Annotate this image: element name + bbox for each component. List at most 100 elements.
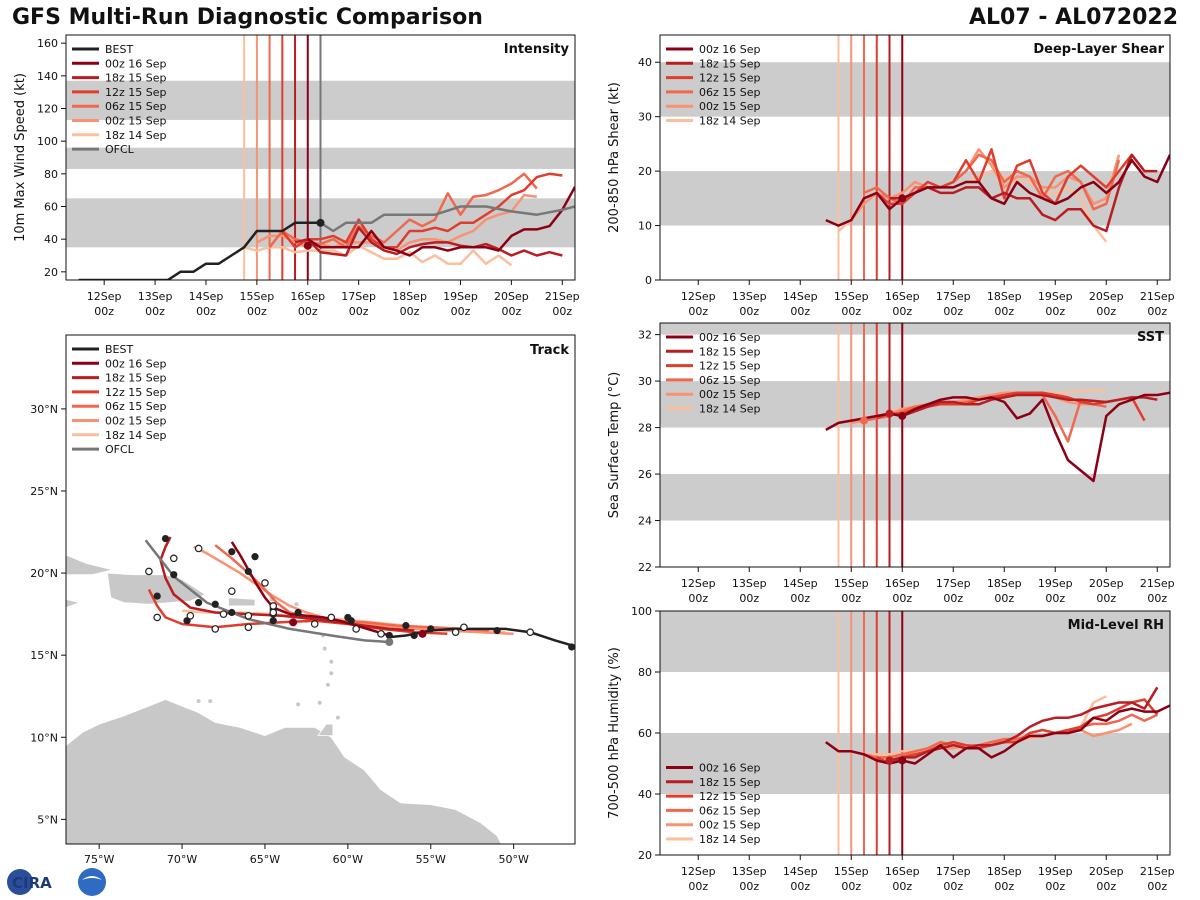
rh-xtick-label-date: 19Sep (1038, 865, 1073, 878)
sst-xtick-label-date: 15Sep (834, 577, 869, 590)
track-point-open (352, 625, 360, 633)
legend-label-ofcl: OFCL (105, 443, 135, 456)
legend-label-12z-15-sep: 12z 15 Sep (699, 360, 761, 373)
track-xtick-label: 70°W (167, 853, 197, 866)
intensity-xtick-label-date: 12Sep (87, 290, 122, 303)
rh-xtick-label-date: 15Sep (834, 865, 869, 878)
intensity-ytick-label: 80 (44, 168, 58, 181)
track-point-open (261, 579, 269, 587)
land-polygon (228, 597, 256, 607)
rh-ytick-label: 20 (638, 849, 652, 862)
shear-frame (659, 34, 1171, 281)
track-point-filled (568, 643, 575, 651)
land-polygon (317, 723, 334, 736)
legend-label-18z-15-sep: 18z 15 Sep (105, 372, 167, 385)
intensity-xtick-label-date: 20Sep (494, 290, 529, 303)
track-point-filled (493, 626, 501, 635)
sst-series-18z-15-sep (889, 393, 1158, 418)
sst-marker-00z-16-sep (898, 411, 907, 420)
shear-shade-band (660, 62, 1170, 117)
sst-xtick-label-date: 21Sep (1140, 577, 1175, 590)
track-point-open (145, 567, 153, 576)
legend-label-18z-15-sep: 18z 15 Sep (105, 72, 167, 85)
storm-id-title: AL07 - AL072022 (969, 5, 1178, 30)
rh-xtick-label-date: 21Sep (1140, 865, 1175, 878)
track-point-open (269, 602, 278, 610)
shear-xtick-label-date: 12Sep (681, 290, 716, 303)
shear-marker-00z-16-sep (898, 194, 907, 203)
track-point-open (451, 628, 460, 636)
shear-xtick-label-date: 13Sep (732, 290, 767, 303)
legend-label-00z-15-sep: 00z 15 Sep (699, 100, 761, 113)
intensity-xtick-label-date: 19Sep (443, 290, 478, 303)
track-point-filled (153, 592, 161, 600)
intensity-xtick-label-hour: 00z (247, 305, 267, 318)
rh-ylabel: 700-500 hPa Humidity (%) (607, 647, 622, 819)
track-panel-title: Track (530, 343, 569, 358)
rh-xtick-label-hour: 00z (943, 880, 963, 893)
rh-ytick-label: 100 (631, 605, 652, 618)
legend-label-00z-15-sep: 00z 15 Sep (699, 388, 761, 401)
shear-ytick-label: 30 (638, 111, 652, 124)
track-point-filled (347, 617, 355, 625)
shear-xtick-label-hour: 00z (1096, 305, 1116, 318)
legend-label-12z-15-sep: 12z 15 Sep (699, 790, 761, 803)
island-shape (294, 602, 299, 607)
track-point-filled (269, 617, 277, 625)
shear-xtick-label-date: 21Sep (1140, 290, 1175, 303)
rh-series-00z-16-sep (825, 704, 1170, 765)
legend-label-18z-15-sep: 18z 15 Sep (699, 57, 761, 70)
island-shape (208, 699, 213, 704)
intensity-marker-00z-16-sep (303, 241, 312, 250)
track-point-filled (427, 625, 435, 633)
rh-ytick-label: 80 (638, 666, 652, 679)
rh-ytick-label: 60 (638, 727, 652, 740)
shear-ytick-label: 20 (638, 165, 652, 178)
track-panel: 75°W 70°W 65°W 60°W 55°W 50°W 5°N 10°N 15°N 20°N 2… (30, 334, 576, 866)
rh-xtick-label-hour: 00z (892, 880, 912, 893)
sst-marker-18z-15-sep (885, 409, 894, 418)
cira-logo: CIRA (7, 868, 106, 896)
legend-label-00z-16-sep: 00z 16 Sep (105, 357, 167, 370)
legend-label-12z-15-sep: 12z 15 Sep (105, 386, 167, 399)
rh-xtick-label-hour: 00z (1096, 880, 1116, 893)
track-ytick-label: 15°N (30, 649, 58, 662)
legend-label-00z-16-sep: 00z 16 Sep (105, 57, 167, 70)
sst-ytick-label: 22 (638, 561, 652, 574)
track-point-filled (244, 567, 252, 576)
intensity-marker-best (316, 218, 325, 227)
intensity-ytick-label: 140 (37, 70, 58, 83)
track-point-filled (402, 622, 410, 630)
rh-xtick-label-date: 14Sep (783, 865, 818, 878)
intensity-xtick-label-hour: 00z (196, 305, 216, 318)
legend-label-18z-14-sep: 18z 14 Sep (699, 833, 761, 846)
shear-ytick-label: 0 (645, 274, 652, 287)
rh-shade-band (660, 611, 1170, 672)
track-point-filled (211, 600, 219, 608)
sst-marker-06z-15-sep (860, 416, 868, 425)
rh-xtick-label-hour: 00z (790, 880, 810, 893)
intensity-panel: 20 40 60 80 100 120 140 160 12Sep 00z 13Sep 00z 14Se… (13, 34, 580, 318)
shear-plot-area (660, 35, 1170, 280)
figure-title: GFS Multi-Run Diagnostic Comparison (12, 5, 483, 30)
shear-series-06z-15-sep (863, 153, 1121, 211)
land-polygon (66, 699, 515, 844)
sst-plot-area (660, 323, 1170, 567)
intensity-series-00z-16-sep (307, 186, 575, 257)
intensity-xtick-label-hour: 00z (451, 305, 471, 318)
intensity-xtick-label-hour: 00z (552, 305, 572, 318)
sst-xtick-label-date: 19Sep (1038, 577, 1073, 590)
rh-xtick-label-date: 16Sep (885, 865, 920, 878)
track-ytick-label: 25°N (30, 485, 58, 498)
legend-label-00z-15-sep: 00z 15 Sep (699, 819, 761, 832)
rh-xtick-label-hour: 00z (739, 880, 759, 893)
island-shape (329, 659, 334, 664)
track-ytick-label: 5°N (37, 813, 58, 826)
rh-xtick-label-date: 17Sep (936, 865, 971, 878)
legend-label-18z-14-sep: 18z 14 Sep (105, 429, 167, 442)
track-point-open (269, 608, 278, 617)
track-xtick-label: 75°W (84, 853, 114, 866)
intensity-series-18z-14-sep (243, 244, 513, 267)
rh-plot-area (660, 611, 1170, 855)
shear-series-18z-15-sep (889, 153, 1158, 233)
